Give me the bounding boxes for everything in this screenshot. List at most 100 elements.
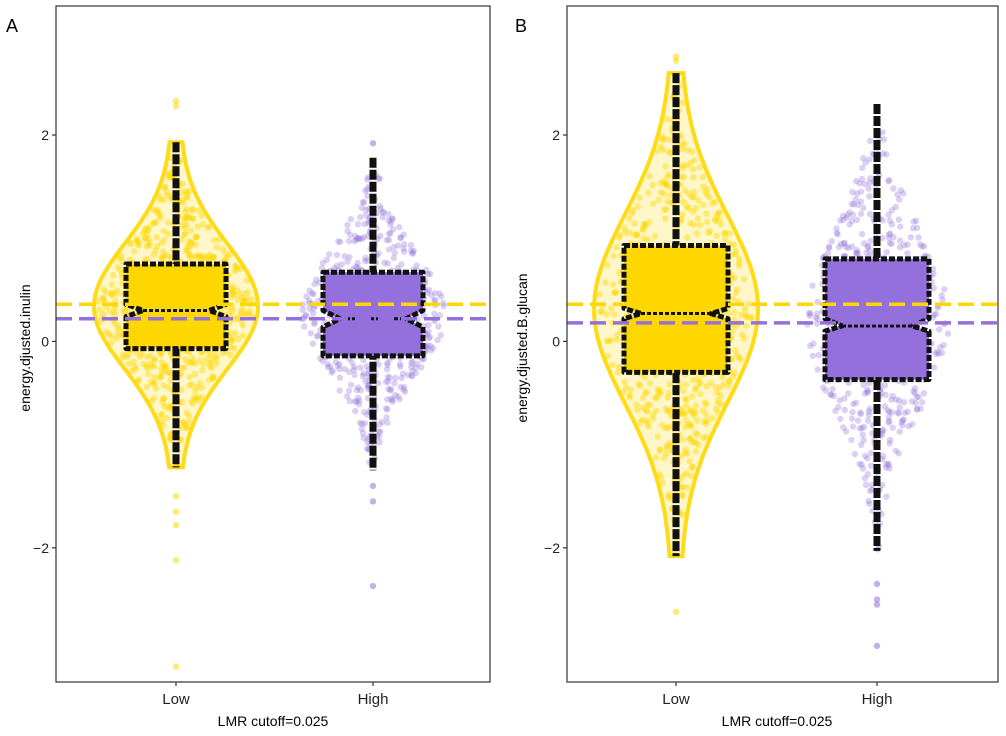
data-point — [389, 398, 396, 405]
data-point — [682, 381, 690, 388]
data-point — [654, 386, 661, 393]
data-point — [375, 175, 383, 182]
data-point — [664, 425, 671, 432]
data-point — [116, 255, 123, 262]
data-point — [156, 193, 163, 200]
data-point — [126, 256, 134, 263]
data-point — [716, 216, 723, 224]
data-point — [333, 251, 341, 259]
data-point — [696, 221, 704, 228]
data-point — [679, 492, 686, 500]
data-point — [644, 236, 651, 243]
data-point — [144, 365, 151, 372]
data-point — [364, 445, 371, 452]
data-point — [376, 429, 383, 436]
data-point — [679, 484, 686, 492]
data-point — [436, 290, 443, 297]
outlier-point — [369, 482, 377, 490]
data-point — [128, 367, 135, 375]
data-point — [102, 328, 110, 336]
data-point — [879, 234, 886, 242]
data-point — [184, 424, 191, 431]
data-point — [703, 418, 711, 425]
data-point — [360, 234, 367, 241]
data-point — [680, 174, 688, 181]
data-point — [234, 315, 241, 322]
data-point — [689, 463, 696, 471]
data-point — [807, 310, 814, 317]
data-point — [351, 363, 358, 371]
data-point — [151, 355, 158, 363]
data-point — [243, 277, 251, 284]
data-point — [150, 395, 158, 402]
data-point — [138, 350, 146, 358]
data-point — [656, 387, 664, 394]
data-point — [362, 206, 370, 214]
data-point — [866, 487, 874, 495]
data-point — [143, 243, 150, 250]
data-point — [858, 441, 865, 448]
data-point — [866, 193, 873, 200]
data-point — [687, 408, 694, 415]
data-point — [210, 253, 217, 260]
data-point — [184, 194, 191, 201]
data-point — [867, 449, 875, 457]
data-point — [690, 412, 697, 419]
data-point — [135, 239, 143, 247]
data-point — [690, 410, 697, 417]
data-point — [385, 230, 393, 237]
data-point — [690, 193, 698, 201]
data-point — [234, 296, 241, 304]
data-point — [384, 406, 391, 413]
data-point — [305, 297, 313, 304]
data-point — [133, 235, 141, 243]
data-point — [336, 387, 343, 394]
data-point — [840, 424, 847, 431]
data-point — [182, 187, 189, 195]
data-point — [652, 394, 659, 401]
data-point — [244, 289, 252, 296]
data-point — [205, 256, 212, 264]
data-point — [649, 200, 657, 208]
data-point — [159, 255, 166, 262]
data-point — [829, 385, 836, 393]
data-point — [703, 383, 710, 390]
data-point — [678, 141, 686, 148]
data-point — [702, 188, 709, 195]
data-point — [189, 215, 196, 222]
data-point — [888, 207, 896, 214]
data-point — [198, 394, 205, 401]
data-point — [858, 461, 865, 468]
data-point — [813, 320, 821, 327]
data-point — [890, 185, 897, 192]
data-point — [719, 373, 726, 380]
data-point — [359, 430, 367, 437]
data-point — [701, 399, 709, 406]
data-point — [160, 248, 167, 255]
data-point — [409, 358, 416, 365]
data-point — [596, 291, 603, 298]
data-point — [841, 395, 848, 402]
data-point — [354, 259, 361, 267]
data-point — [626, 215, 633, 222]
data-point — [178, 197, 186, 204]
data-point — [350, 366, 358, 373]
data-point — [386, 374, 393, 381]
data-point — [931, 311, 938, 319]
data-point — [355, 397, 363, 404]
data-point — [131, 248, 138, 255]
data-point — [822, 387, 829, 394]
data-point — [711, 216, 719, 223]
y-tick-label: −2 — [33, 540, 49, 556]
data-point — [360, 199, 368, 206]
data-point — [389, 215, 396, 222]
data-point — [328, 369, 335, 376]
data-point — [396, 396, 403, 403]
data-point — [99, 294, 107, 301]
data-point — [185, 413, 193, 420]
data-point — [636, 194, 643, 201]
data-point — [865, 185, 872, 192]
data-point — [194, 394, 202, 401]
data-point — [313, 276, 320, 283]
data-point — [885, 460, 892, 467]
